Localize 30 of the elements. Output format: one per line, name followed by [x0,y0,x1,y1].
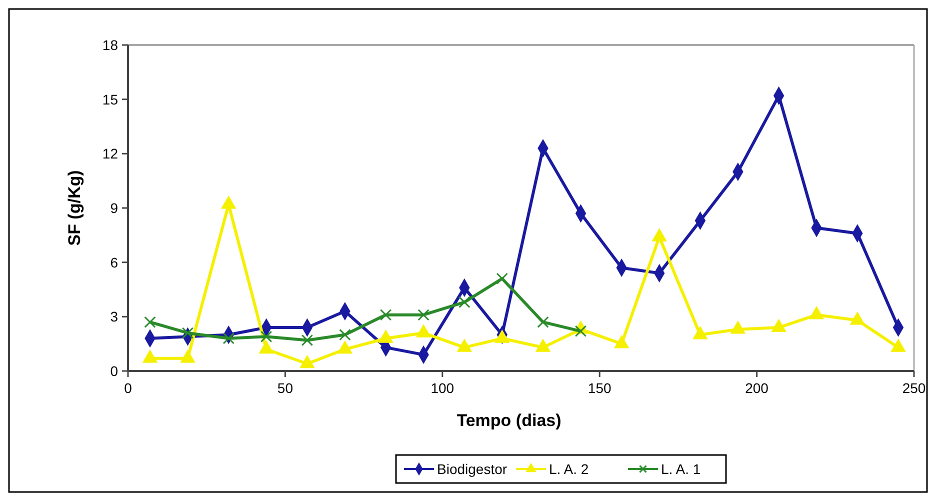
point [182,327,194,339]
point [260,330,272,342]
point [458,296,470,308]
point [380,308,392,321]
y-tick-label: 6 [110,254,118,270]
point [496,272,508,284]
point [418,308,430,321]
y-tick-label: 9 [110,200,118,216]
x-tick-label: 0 [124,380,132,396]
legend-label: L. A. 1 [661,461,701,477]
legend-label: L. A. 2 [549,461,589,477]
y-tick-label: 3 [110,308,118,325]
y-tick-label: 12 [102,146,118,162]
x-tick-label: 250 [902,380,926,396]
y-tick-label: 0 [110,363,118,379]
point [339,328,351,341]
point [222,332,234,344]
x-tick-label: 50 [277,380,294,396]
point [301,334,314,346]
x-tick-label: 150 [588,380,612,396]
point [144,316,156,328]
x-tick-label: 100 [430,380,454,396]
y-axis-title: SF (g/Kg) [65,170,84,246]
x-tick-label: 200 [745,380,769,396]
y-tick-label: 18 [102,37,118,53]
y-tick-label: 15 [102,91,118,108]
x-axis-title: Tempo (dias) [456,411,562,430]
point [537,316,549,328]
legend-label: Biodigestor [437,461,508,477]
point [574,325,587,338]
